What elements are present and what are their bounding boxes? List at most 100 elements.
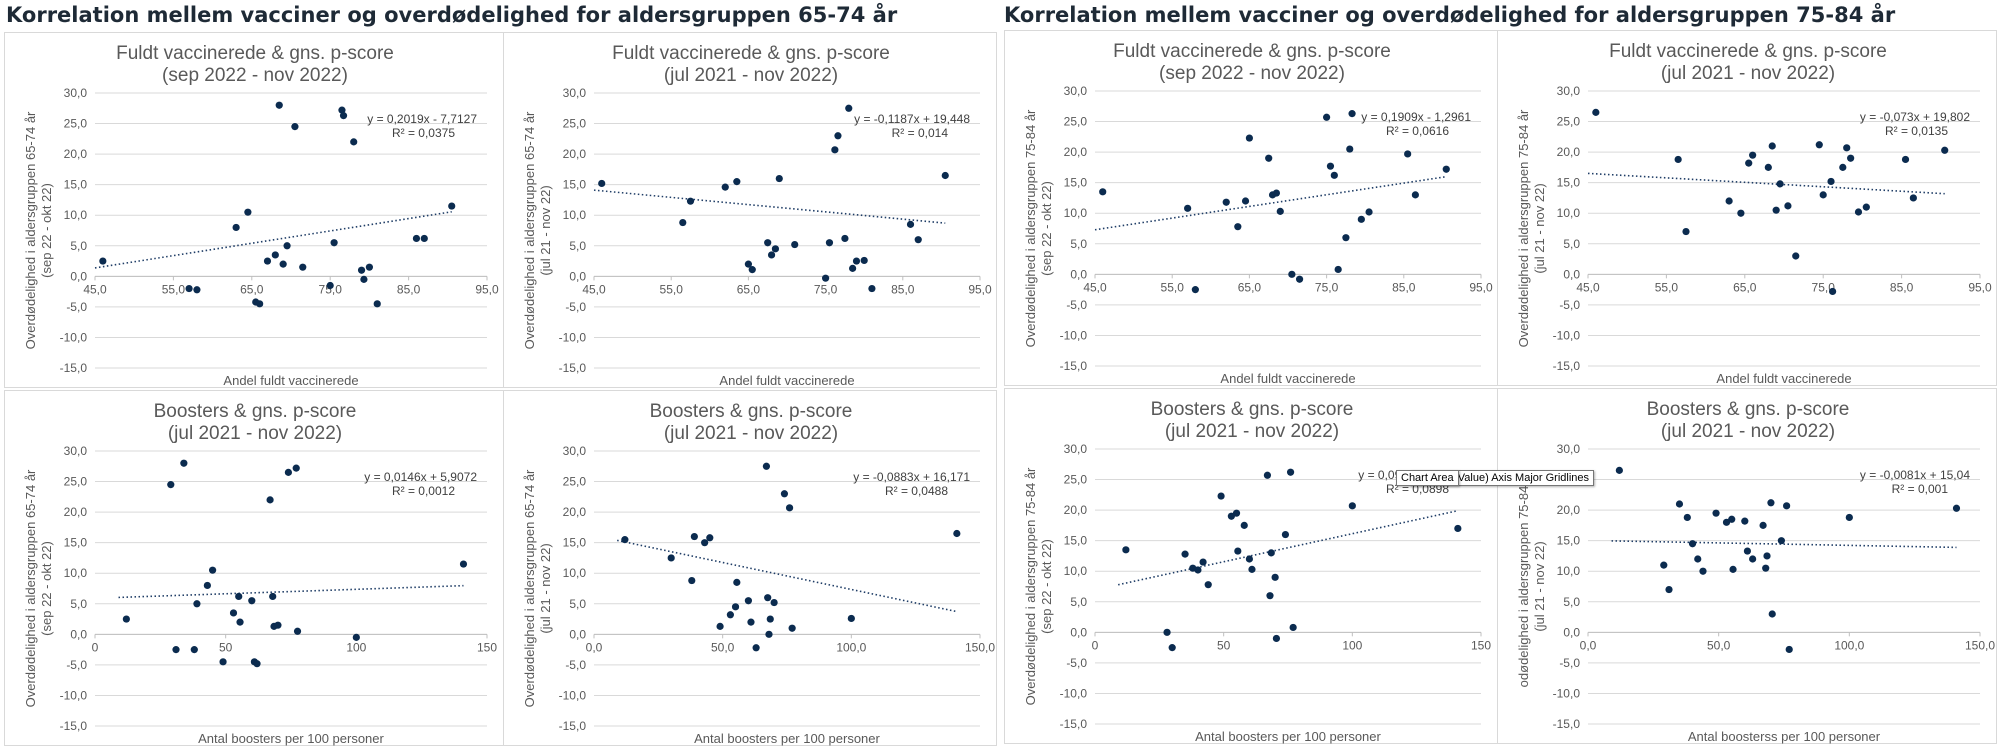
data-point	[762, 462, 771, 470]
chart-panel-vacc-75-84-jul21[interactable]: Fuldt vaccinerede & gns. p-score (jul 202…	[1497, 30, 1997, 386]
y-tick-label: 10,0	[1064, 564, 1088, 578]
data-point	[780, 490, 789, 498]
chart-panel-vacc-65-74-jul21[interactable]: Fuldt vaccinerede & gns. p-score (jul 202…	[503, 32, 997, 388]
y-tick-label: 25,0	[1557, 115, 1581, 129]
chart-panel-vacc-65-74-sep22[interactable]: Fuldt vaccinerede & gns. p-score (sep 202…	[4, 32, 504, 388]
scatter-chart-svg: Fuldt vaccinerede & gns. p-score(jul 202…	[522, 43, 992, 388]
y-axis-label: (jul 21 - nov 22)	[538, 185, 553, 275]
y-tick-label: 30,0	[64, 444, 88, 458]
trendline-equation: y = -0,0081x + 15,04	[1860, 468, 1970, 482]
y-tick-label: 5,0	[70, 239, 87, 253]
data-point	[99, 257, 107, 265]
data-point	[1737, 209, 1745, 217]
chart-panel-boost-65-74-sep22[interactable]: Boosters & gns. p-score (jul 2021 - nov 2…	[4, 390, 504, 746]
data-point	[193, 286, 201, 294]
chart-title: Boosters & gns. p-score	[1647, 399, 1850, 420]
data-point	[1191, 286, 1199, 294]
chart-panel-boost-75-84-sep22[interactable]: Boosters & gns. p-score (jul 2021 - nov 2…	[1004, 388, 1498, 744]
trendline	[1094, 175, 1447, 231]
y-axis-label: (sep 22 - okt 22)	[39, 183, 54, 278]
x-tick-label: 85,0	[891, 282, 915, 296]
y-tick-label: 20,0	[1064, 503, 1088, 517]
y-tick-label: -10,0	[1060, 328, 1088, 342]
data-point	[1181, 550, 1189, 558]
y-tick-label: 10,0	[64, 208, 88, 222]
x-axis-label: Andel fuldt vaccinerede	[719, 373, 854, 388]
y-tick-label: -5,0	[1559, 656, 1580, 670]
data-point	[299, 263, 307, 271]
data-point	[339, 112, 348, 120]
data-point	[209, 566, 217, 574]
data-point	[731, 603, 740, 611]
y-axis-label: Overdødelighed i aldersgruppen 65-74 år	[23, 469, 38, 707]
data-point	[770, 598, 778, 607]
x-tick-label: 55,0	[660, 282, 684, 296]
chart-panel-boost-65-74-jul21[interactable]: Boosters & gns. p-score (jul 2021 - nov 2…	[503, 390, 997, 746]
data-point	[180, 459, 188, 467]
y-tick-label: 20,0	[1064, 145, 1088, 159]
data-point	[448, 202, 456, 210]
y-tick-label: 20,0	[563, 505, 587, 519]
y-tick-label: -10,0	[1060, 686, 1088, 700]
data-point	[764, 594, 772, 602]
data-point	[1941, 146, 1949, 154]
data-point	[847, 614, 855, 623]
y-tick-label: 25,0	[1064, 473, 1088, 487]
data-point	[193, 600, 201, 608]
data-point	[914, 236, 922, 244]
trendline-equation: y = 0,2019x - 7,7127	[367, 112, 477, 126]
data-point	[1267, 549, 1275, 557]
data-point	[1194, 566, 1202, 574]
data-point	[1829, 287, 1837, 296]
x-tick-label: 55,0	[1655, 280, 1679, 294]
chart-title: Fuldt vaccinerede & gns. p-score	[1609, 41, 1887, 62]
data-point	[1265, 154, 1273, 162]
y-axis-label: Overdødelighed i aldersgruppen 65-74 år	[23, 111, 38, 349]
y-tick-label: -15,0	[60, 719, 88, 733]
data-point	[412, 234, 421, 243]
data-point	[1245, 555, 1253, 563]
x-axis-label: Andel fuldt vaccinerede	[1220, 371, 1355, 386]
chart-panel-vacc-75-84-sep22[interactable]: Fuldt vaccinerede & gns. p-score (sep 202…	[1004, 30, 1498, 386]
data-point	[1346, 145, 1354, 153]
x-tick-label: 100,0	[1834, 638, 1864, 652]
x-tick-label: 65,0	[1733, 280, 1757, 294]
chart-panel-boost-75-84-jul21[interactable]: Boosters & gns. p-score (jul 2021 - nov 2…	[1497, 388, 1997, 744]
y-tick-label: -15,0	[1553, 717, 1581, 731]
data-point	[1862, 203, 1870, 211]
x-tick-label: 100	[346, 640, 366, 654]
data-point	[688, 576, 696, 585]
y-tick-label: 20,0	[64, 505, 88, 519]
y-tick-label: -10,0	[60, 688, 88, 702]
data-point	[1728, 515, 1736, 523]
data-point	[1901, 155, 1910, 164]
y-tick-label: -5,0	[565, 658, 586, 672]
data-point	[1411, 191, 1419, 199]
y-tick-label: 30,0	[1557, 442, 1581, 456]
data-point	[1217, 492, 1225, 500]
chart-subtitle: (sep 2022 - nov 2022)	[162, 65, 348, 86]
chart-title: Boosters & gns. p-score	[650, 401, 853, 422]
data-point	[1454, 524, 1462, 533]
data-point	[1843, 144, 1851, 152]
x-tick-label: 0	[92, 640, 99, 654]
y-tick-label: 25,0	[64, 475, 88, 489]
data-point	[788, 624, 796, 632]
data-point	[219, 658, 227, 666]
y-tick-label: 0,0	[1563, 625, 1580, 639]
y-axis-label: (jul 21 - nov 22)	[1532, 541, 1547, 631]
scatter-chart-svg: Boosters & gns. p-score(jul 2021 - nov 2…	[1023, 399, 1491, 744]
chart-subtitle: (jul 2021 - nov 2022)	[1165, 421, 1339, 442]
data-point	[1772, 206, 1780, 214]
x-tick-label: 55,0	[1161, 280, 1185, 294]
data-point	[235, 592, 243, 601]
x-tick-label: 95,0	[475, 282, 499, 296]
data-point	[1272, 634, 1281, 643]
data-point	[352, 633, 360, 641]
x-tick-label: 95,0	[968, 282, 992, 296]
data-point	[1827, 177, 1835, 186]
x-axis-label: Andel fuldt vaccinerede	[223, 373, 358, 388]
data-point	[283, 242, 291, 250]
x-tick-label: 65,0	[240, 282, 264, 296]
data-point	[1777, 537, 1785, 545]
